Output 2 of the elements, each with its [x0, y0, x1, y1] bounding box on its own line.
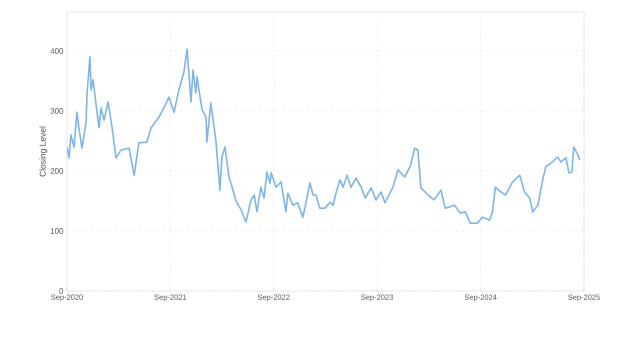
line-series — [67, 48, 581, 224]
y-axis-title: Closing Level — [39, 126, 48, 176]
